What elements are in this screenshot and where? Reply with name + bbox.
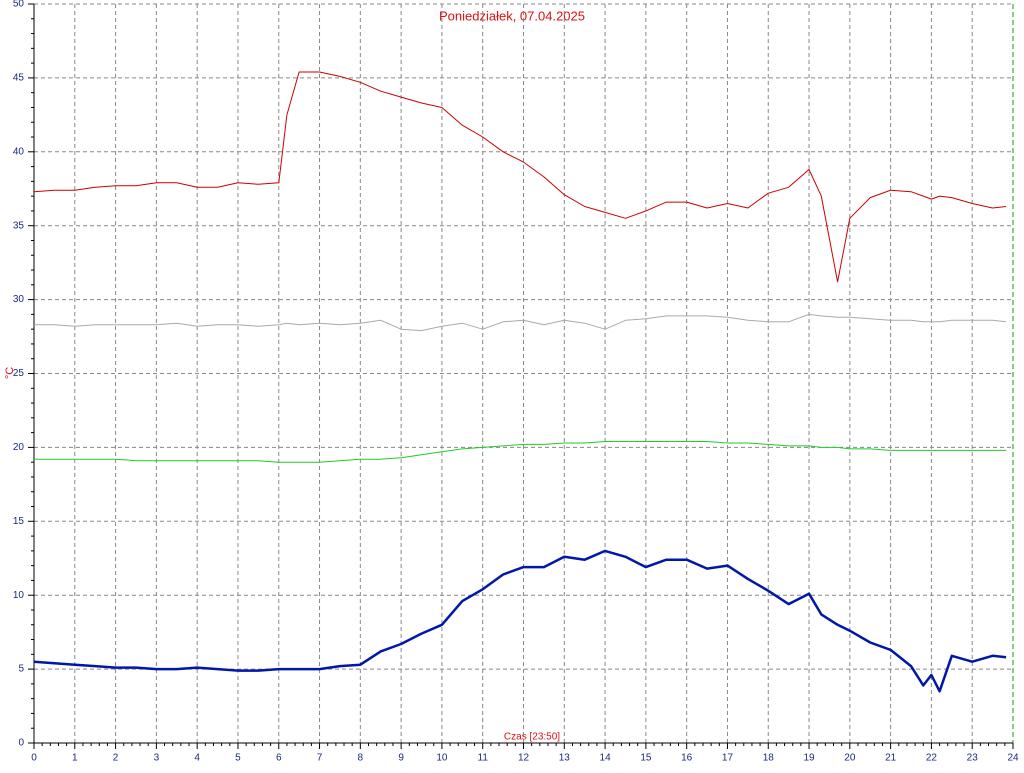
x-tick-label: 23 (967, 753, 979, 764)
y-tick-label: 20 (13, 442, 25, 453)
x-tick-label: 24 (1007, 753, 1019, 764)
x-tick-label: 15 (640, 753, 652, 764)
x-tick-label: 3 (154, 753, 160, 764)
x-tick-label: 10 (436, 753, 448, 764)
chart-title: Poniedziałek, 07.04.2025 (439, 8, 585, 23)
x-tick-label: 0 (31, 753, 37, 764)
x-tick-label: 6 (276, 753, 282, 764)
x-tick-label: 2 (113, 753, 119, 764)
y-tick-label: 10 (13, 590, 25, 601)
x-tick-label: 9 (398, 753, 404, 764)
x-tick-label: 4 (194, 753, 200, 764)
y-tick-label: 40 (13, 146, 25, 157)
x-tick-label: 21 (885, 753, 897, 764)
x-tick-label: 7 (317, 753, 323, 764)
x-tick-label: 16 (681, 753, 693, 764)
x-tick-label: 1 (72, 753, 78, 764)
series-line (34, 313, 1007, 332)
y-tick-label: 0 (18, 738, 24, 749)
y-tick-label: 5 (18, 664, 24, 675)
x-tick-label: 17 (722, 753, 734, 764)
y-tick-label: 25 (13, 368, 25, 379)
x-tick-label: 20 (844, 753, 856, 764)
x-tick-label: 19 (803, 753, 815, 764)
y-tick-label: 30 (13, 294, 25, 305)
x-tick-label: 13 (559, 753, 571, 764)
x-tick-label: 12 (518, 753, 530, 764)
x-tick-label: 5 (235, 753, 241, 764)
x-tick-label: 22 (926, 753, 938, 764)
series-line (34, 441, 1007, 463)
y-tick-label: 50 (13, 0, 25, 10)
y-axis-label: °C (4, 367, 16, 379)
y-tick-label: 15 (13, 516, 25, 527)
y-tick-label: 35 (13, 220, 25, 231)
x-tick-label: 11 (478, 753, 489, 764)
x-axis-label: Czas [23:50] (504, 732, 560, 743)
x-tick-label: 18 (763, 753, 775, 764)
x-tick-label: 14 (600, 753, 612, 764)
y-tick-label: 45 (13, 73, 25, 84)
series-line (33, 71, 1007, 283)
x-tick-label: 8 (358, 753, 364, 764)
series-line (33, 549, 1007, 693)
